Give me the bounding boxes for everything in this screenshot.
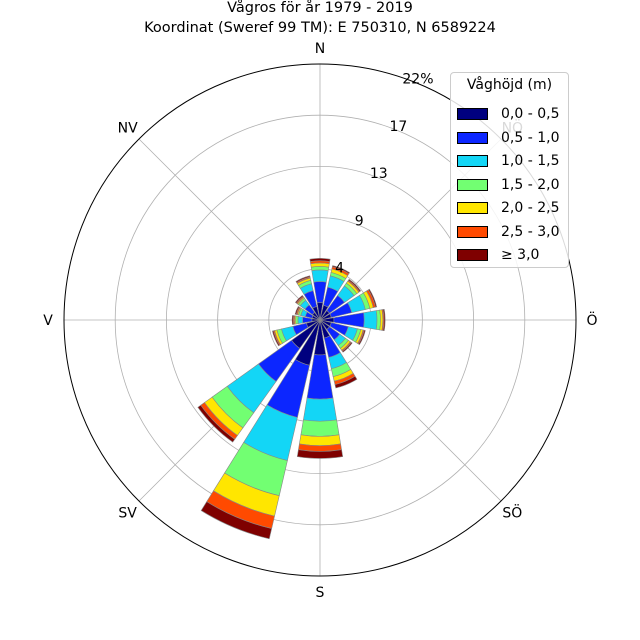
compass-label: V	[43, 313, 53, 329]
radial-tick-label: 22%	[402, 71, 433, 87]
bar-s-series-2	[303, 397, 337, 422]
radial-tick-label: 4	[335, 261, 344, 277]
bar-ö-series-2	[363, 310, 378, 330]
bar-n-series-6	[309, 258, 331, 262]
bar-nnö-series-6	[331, 265, 350, 275]
compass-label: N	[315, 41, 325, 57]
bar-ö-series-6	[382, 308, 386, 332]
legend-item: 2,5 - 3,0	[457, 223, 567, 243]
legend-label: 2,5 - 3,0	[501, 223, 560, 240]
bar-vnv-series-6	[294, 306, 300, 315]
legend-swatch	[457, 202, 488, 214]
legend-title: Våghöjd (m)	[466, 77, 553, 93]
radial-tick-label: 9	[355, 213, 364, 229]
bar-s-series-3	[300, 419, 340, 437]
bar-sv-series-6	[197, 404, 236, 443]
legend-label: 0,5 - 1,0	[501, 129, 560, 146]
legend-swatch	[457, 249, 488, 261]
bar-n-series-2	[311, 269, 329, 283]
bar-vsv-series-6	[272, 330, 280, 347]
bar-n-series-1	[313, 281, 327, 304]
compass-label: SÖ	[502, 503, 522, 521]
radial-tick-label: 13	[370, 166, 388, 182]
bar-s-series-4	[299, 434, 341, 446]
legend-item: ≥ 3,0	[457, 246, 567, 266]
outer-circle	[63, 63, 577, 577]
grid-spoke	[138, 138, 321, 321]
chart-subtitle: Koordinat (Sweref 99 TM): E 750310, N 65…	[144, 20, 496, 36]
bar-nv-series-6	[294, 294, 304, 304]
legend-label: 2,0 - 2,5	[501, 200, 560, 216]
bar-ösö-series-6	[358, 329, 366, 346]
legend-swatch	[457, 178, 488, 191]
legend-label: 0,0 - 0,5	[501, 106, 560, 122]
legend-swatch	[457, 225, 488, 238]
legend-item: 0,5 - 1,0	[457, 129, 567, 149]
legend-label: 1,0 - 1,5	[501, 153, 560, 169]
legend-label: 1,5 - 2,0	[501, 176, 560, 193]
bar-önö-series-6	[367, 288, 378, 308]
compass-label: Ö	[586, 311, 597, 329]
legend-item: 1,5 - 2,0	[457, 176, 567, 196]
chart-title: Vågros för år 1979 - 2019	[227, 0, 413, 16]
legend-swatch	[457, 131, 488, 144]
bar-ssö-series-6	[334, 375, 358, 389]
grid-spoke	[319, 319, 502, 502]
legend: Våghöjd (m) 0,0 - 0,5 0,5 - 1,0 1,0 - 1,5 1…	[450, 72, 569, 268]
compass-label: SV	[118, 505, 137, 521]
legend-item: 0,0 - 0,5	[457, 105, 567, 125]
compass-label: S	[316, 585, 325, 601]
bar-nö-series-6	[347, 278, 362, 293]
bar-v-series-2	[297, 316, 304, 324]
bar-v-series-6	[291, 315, 294, 325]
legend-item: 2,0 - 2,5	[457, 199, 567, 219]
bar-nnv-series-6	[295, 275, 311, 283]
legend-swatch	[457, 155, 488, 167]
radial-tick-label: 17	[389, 119, 407, 135]
bar-s-series-6	[296, 449, 344, 459]
legend-swatch	[457, 108, 488, 120]
legend-item: 1,0 - 1,5	[457, 152, 567, 172]
bar-ssv-series-6	[200, 501, 273, 540]
legend-label: ≥ 3,0	[501, 247, 540, 263]
bar-s-series-1	[306, 354, 334, 400]
compass-label: NV	[118, 121, 138, 137]
bar-sö-series-6	[341, 341, 353, 353]
